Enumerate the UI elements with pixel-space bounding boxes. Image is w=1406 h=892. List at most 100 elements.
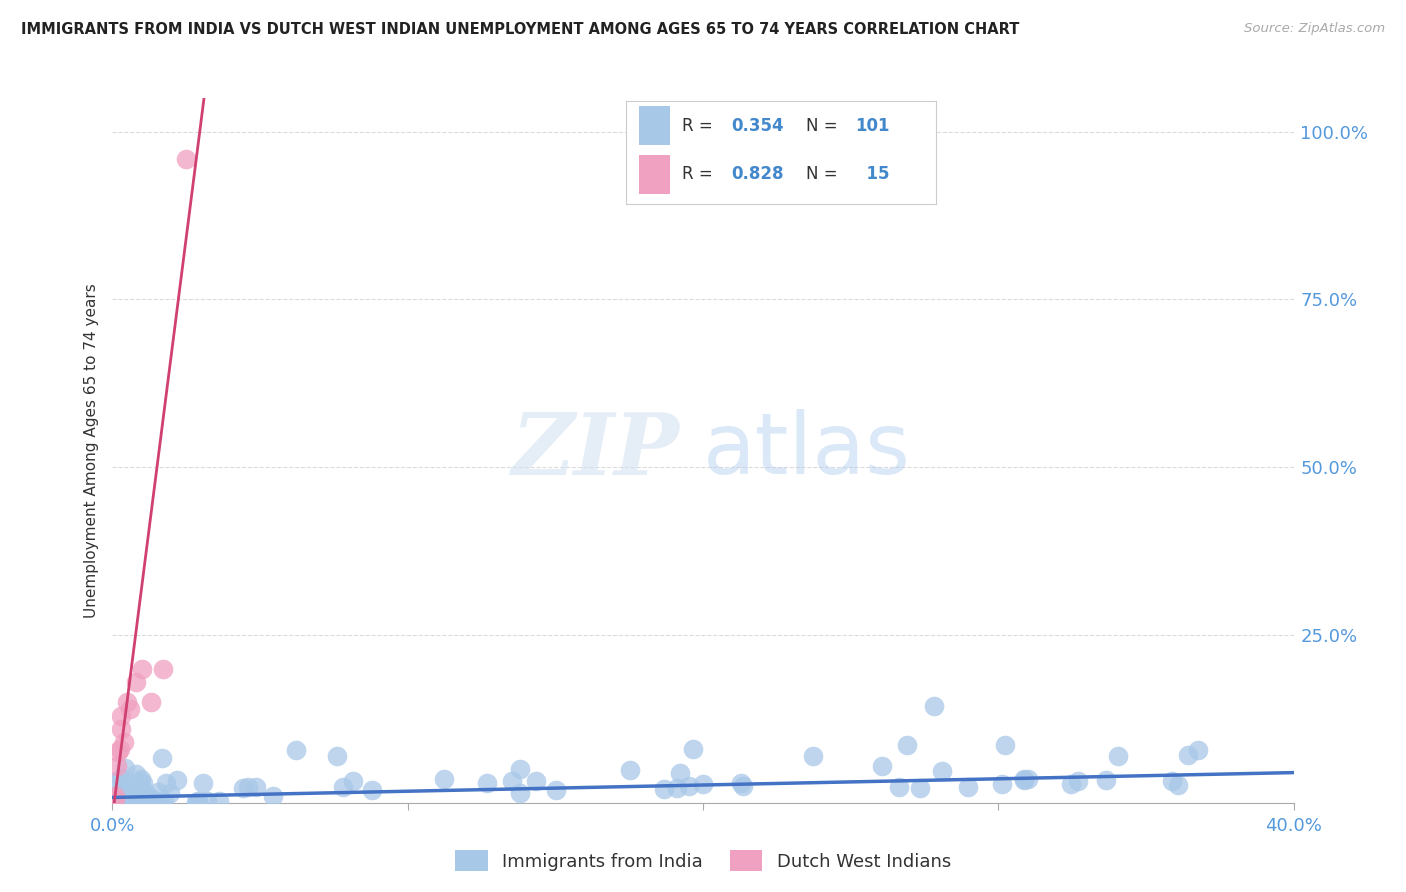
Point: [127, 779, 149, 793]
Point: [114, 782, 136, 797]
FancyBboxPatch shape: [638, 106, 669, 145]
Point: [107, 746, 129, 760]
Point: [122, 789, 145, 803]
Point: [104, 792, 127, 806]
Text: N =: N =: [806, 165, 842, 183]
Point: [1017, 772, 1039, 787]
Point: [174, 152, 197, 166]
Point: [682, 741, 704, 756]
Point: [104, 774, 127, 789]
Point: [1067, 774, 1090, 789]
Point: [342, 774, 364, 789]
Point: [142, 795, 165, 809]
Point: [186, 796, 208, 810]
Point: [120, 702, 142, 716]
Point: [730, 776, 752, 790]
Point: [110, 722, 132, 736]
Point: [1014, 772, 1036, 786]
Text: IMMIGRANTS FROM INDIA VS DUTCH WEST INDIAN UNEMPLOYMENT AMONG AGES 65 TO 74 YEAR: IMMIGRANTS FROM INDIA VS DUTCH WEST INDI…: [21, 22, 1019, 37]
Point: [208, 793, 231, 807]
Point: [141, 792, 163, 806]
Point: [236, 780, 259, 794]
Point: [544, 783, 567, 797]
Point: [110, 771, 132, 785]
Point: [117, 796, 139, 810]
Point: [994, 738, 1017, 752]
Point: [152, 662, 174, 676]
Point: [110, 792, 132, 806]
Text: N =: N =: [806, 117, 842, 135]
Point: [1107, 749, 1129, 764]
Point: [262, 789, 284, 804]
Point: [121, 791, 143, 805]
Point: [118, 776, 141, 790]
Point: [731, 779, 754, 793]
Legend: Immigrants from India, Dutch West Indians: Immigrants from India, Dutch West Indian…: [447, 843, 959, 879]
Point: [121, 781, 143, 796]
Text: 15: 15: [855, 165, 890, 183]
Point: [433, 772, 456, 786]
Point: [922, 698, 945, 713]
Point: [150, 751, 173, 765]
Point: [139, 695, 162, 709]
Point: [117, 695, 138, 709]
Point: [114, 761, 136, 775]
Point: [803, 749, 825, 764]
Point: [103, 793, 125, 807]
Point: [124, 793, 146, 807]
FancyBboxPatch shape: [638, 154, 669, 194]
Point: [128, 794, 150, 808]
Text: Source: ZipAtlas.com: Source: ZipAtlas.com: [1244, 22, 1385, 36]
Point: [110, 708, 132, 723]
Point: [325, 748, 347, 763]
Point: [117, 780, 139, 795]
Point: [111, 777, 134, 791]
Point: [524, 774, 547, 789]
Point: [332, 780, 354, 795]
Point: [131, 776, 153, 790]
Point: [131, 662, 153, 676]
Point: [125, 789, 148, 803]
Point: [108, 794, 131, 808]
Point: [112, 786, 135, 800]
Point: [153, 794, 176, 808]
Point: [991, 777, 1014, 791]
Point: [104, 789, 127, 803]
Point: [112, 735, 135, 749]
Point: [122, 794, 145, 808]
Point: [285, 742, 308, 756]
Point: [668, 766, 690, 780]
Point: [509, 762, 531, 776]
Point: [1177, 747, 1199, 762]
Point: [232, 780, 254, 795]
Point: [124, 789, 146, 803]
Point: [509, 786, 531, 800]
Text: ZIP: ZIP: [512, 409, 679, 492]
Point: [122, 795, 145, 809]
Point: [931, 764, 953, 778]
Point: [187, 794, 209, 808]
Text: 0.354: 0.354: [731, 117, 785, 135]
Text: R =: R =: [682, 165, 718, 183]
Point: [118, 793, 141, 807]
Point: [146, 796, 169, 810]
Point: [105, 759, 128, 773]
Point: [956, 780, 979, 794]
Point: [159, 786, 181, 800]
Point: [195, 794, 218, 808]
Point: [166, 773, 188, 788]
Point: [652, 782, 675, 797]
Text: 0.828: 0.828: [731, 165, 785, 183]
Point: [1012, 772, 1035, 787]
Point: [191, 776, 214, 790]
Point: [139, 792, 162, 806]
Text: 101: 101: [855, 117, 890, 135]
Point: [666, 780, 689, 795]
Point: [361, 782, 384, 797]
Point: [619, 763, 641, 777]
Point: [108, 742, 131, 756]
Point: [128, 776, 150, 790]
Point: [136, 789, 159, 803]
Point: [1160, 773, 1182, 788]
Point: [118, 784, 141, 798]
